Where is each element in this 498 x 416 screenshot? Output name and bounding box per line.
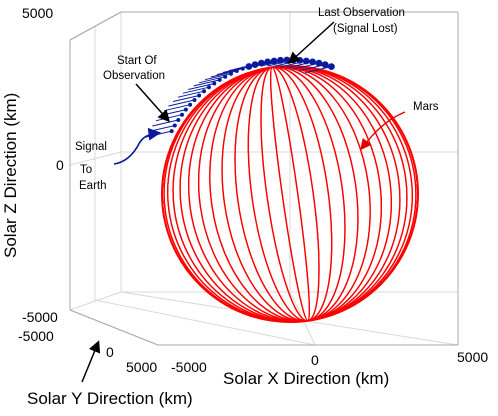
signal-ray: [152, 119, 179, 127]
annotation-last-observation: Last Observation (Signal Lost): [287, 7, 405, 65]
observation-point: [217, 77, 222, 82]
signal-ray: [260, 59, 288, 67]
last-observation-label: Last Observation: [318, 7, 405, 19]
x-tick-left: -5000: [171, 359, 207, 375]
y-tick-right: 5000: [126, 359, 157, 375]
annotation-mars: Mars: [360, 101, 439, 151]
signal-ray: [204, 73, 232, 81]
observation-point: [169, 129, 174, 134]
observation-point: [172, 123, 177, 128]
z-axis-label: Solar Z Direction (km): [1, 93, 20, 258]
y-tick-middle: 0: [106, 344, 114, 360]
earth-label: Earth: [79, 180, 107, 192]
signal-ray: [193, 79, 220, 87]
observation-point: [328, 63, 335, 70]
signal-lost-label: (Signal Lost): [333, 23, 398, 35]
signal-ray: [216, 68, 243, 76]
annotation-start-observation: Start Of Observation: [103, 55, 170, 123]
signal-to-earth-arrow: [113, 127, 162, 165]
observation-point: [176, 118, 181, 122]
y-tick-left: -5000: [18, 328, 54, 344]
mars-sphere: [161, 65, 419, 323]
y-direction-arrow: [81, 340, 101, 383]
z-tick-top: 5000: [22, 5, 53, 21]
signal-ray: [299, 64, 326, 72]
axes-box: [69, 11, 459, 346]
signal-ray: [305, 66, 332, 74]
observation-point: [202, 89, 206, 94]
z-tick-bottom: -5000: [22, 309, 58, 325]
annotation-signal-to-earth: Signal To Earth: [75, 127, 162, 192]
signal-ray: [292, 62, 320, 70]
observation-point: [188, 102, 193, 107]
mars-arrow: [360, 111, 406, 151]
signal-ray: [241, 61, 268, 69]
x-axis-label: Solar X Direction (km): [223, 369, 389, 388]
signal-ray: [182, 86, 210, 94]
observation-label: Observation: [103, 70, 165, 82]
observation-point: [197, 93, 202, 98]
observation-point: [309, 58, 316, 66]
x-tick-middle: 0: [311, 352, 319, 368]
signal-ray: [254, 59, 281, 67]
observation-point: [180, 112, 184, 117]
signal-ray: [210, 70, 237, 78]
signal-ray: [177, 90, 205, 98]
signal-ray: [199, 76, 226, 84]
mars-outline: [161, 65, 419, 323]
observation-track: [145, 56, 335, 138]
y-axis-label: Solar Y Direction (km): [27, 389, 193, 408]
signal-label: Signal: [75, 141, 107, 153]
tick-labels: 5000 0 -5000 -5000 0 5000 -5000 0 5000: [18, 5, 488, 375]
signal-ray: [172, 95, 200, 102]
observation-point: [212, 81, 217, 86]
signal-ray: [168, 99, 195, 107]
last-observation-arrow: [287, 21, 335, 65]
start-of-label: Start Of: [117, 55, 157, 67]
to-label: To: [80, 164, 92, 176]
observation-point: [315, 59, 323, 67]
start-observation-arrow: [135, 83, 170, 123]
z-tick-middle: 0: [56, 157, 64, 173]
x-tick-right: 5000: [457, 349, 488, 365]
signal-ray: [286, 61, 313, 69]
signal-ray: [188, 83, 215, 90]
observation-point: [183, 107, 188, 112]
signal-ray: [247, 60, 275, 68]
mars-label: Mars: [413, 101, 439, 113]
observation-point: [321, 61, 329, 69]
observation-point: [192, 98, 197, 102]
observation-point: [207, 85, 211, 90]
